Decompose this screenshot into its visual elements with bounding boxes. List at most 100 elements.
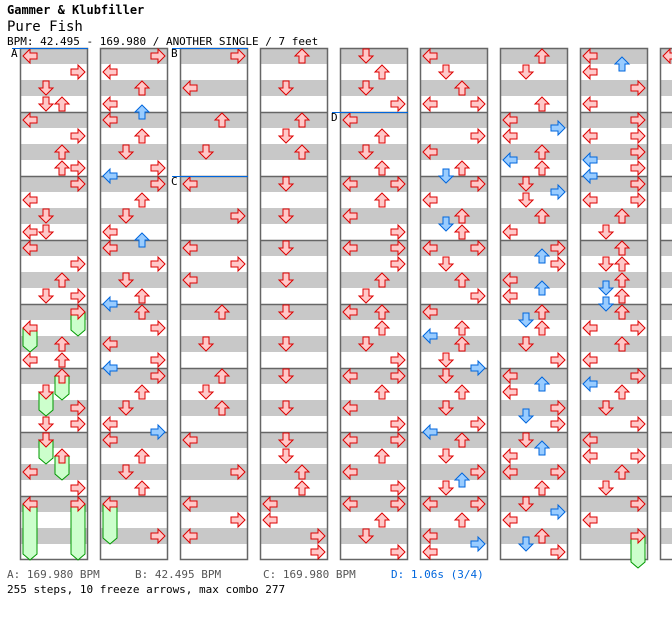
beat-stripe [580,80,648,96]
beat-stripe [580,112,648,128]
beat-stripe [660,336,672,352]
beat-stripe [420,160,488,176]
arrow-right [310,543,326,561]
arrow-up [133,384,151,400]
beat-stripe [340,432,408,448]
arrow-left [582,319,598,337]
beat-stripe [340,448,408,464]
beat-stripe [420,112,488,128]
arrow-down [357,528,375,544]
beat-stripe [580,176,648,192]
chart-column [659,47,672,561]
stop-d: D: 1.06s (3/4) [391,568,484,581]
arrow-right [470,239,486,257]
beat-stripe [180,256,248,272]
beat-stripe [500,256,568,272]
arrow-left [182,175,198,193]
beat-stripe [580,288,648,304]
beat-stripe [420,96,488,112]
arrow-down [37,96,55,112]
arrow-down [277,400,295,416]
beat-stripe [660,64,672,80]
arrow-up [533,440,551,456]
arrow-left [342,175,358,193]
beat-stripe [260,80,328,96]
beat-stripe [500,128,568,144]
beat-stripe [20,96,88,112]
arrow-up [533,376,551,392]
arrow-up [53,160,71,176]
beat-stripe [260,48,328,64]
beat-stripe [100,80,168,96]
beat-stripe [100,224,168,240]
arrow-left [422,543,438,561]
arrow-right [70,255,86,273]
arrow-up [293,112,311,128]
arrow-right [390,175,406,193]
beat-stripe [20,192,88,208]
arrow-up [453,272,471,288]
arrow-right [70,495,86,513]
beat-stripe [100,384,168,400]
arrow-up [453,320,471,336]
beat-stripe [420,544,488,560]
chart-column [499,47,569,561]
beat-stripe [420,368,488,384]
arrow-down [117,208,135,224]
beat-stripe [100,160,168,176]
arrow-left [422,239,438,257]
arrow-left [502,151,518,169]
arrow-left [182,239,198,257]
arrow-right [630,415,646,433]
beat-stripe [100,96,168,112]
beat-stripe [660,320,672,336]
beat-stripe [20,208,88,224]
beat-stripe [660,192,672,208]
beat-stripe [180,96,248,112]
chart-column [99,47,169,561]
arrow-left [502,111,518,129]
arrow-left [22,239,38,257]
beat-stripe [420,496,488,512]
bpm-a: A: 169.980 BPM [7,568,100,581]
chart-column [179,47,249,561]
beat-stripe [580,256,648,272]
beat-stripe [420,384,488,400]
song-title: Pure Fish [7,19,83,35]
arrow-right [70,479,86,497]
beat-stripe [660,224,672,240]
arrow-right [630,127,646,145]
beat-stripe [420,288,488,304]
arrow-right [150,47,166,65]
arrow-down [277,80,295,96]
beat-stripe [340,416,408,432]
beat-stripe [180,304,248,320]
beat-stripe [180,528,248,544]
beat-stripe [100,288,168,304]
arrow-up [453,472,471,488]
beat-stripe [260,544,328,560]
section-marker-label: D [331,111,338,124]
chart-column [19,47,89,561]
beat-stripe [180,544,248,560]
arrow-down [277,432,295,448]
arrow-down [357,336,375,352]
beat-stripe [340,544,408,560]
arrow-down [277,368,295,384]
beat-stripe [260,352,328,368]
beat-stripe [420,352,488,368]
arrow-right [470,535,486,553]
beat-stripe [340,288,408,304]
beat-stripe [180,160,248,176]
beat-stripe [420,240,488,256]
beat-stripe [500,496,568,512]
beat-stripe [260,112,328,128]
beat-stripe [420,224,488,240]
arrow-right [630,111,646,129]
beat-stripe [340,176,408,192]
beat-stripe [20,272,88,288]
arrow-left [102,415,118,433]
beat-stripe [260,304,328,320]
arrow-down [517,496,535,512]
arrow-left [582,63,598,81]
